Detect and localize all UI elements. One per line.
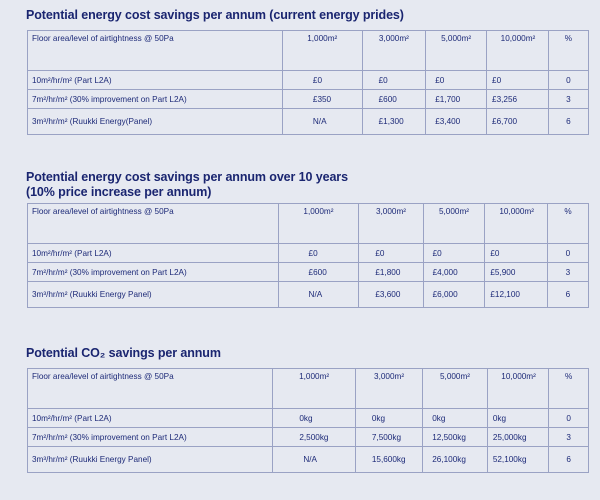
header-3000: 3,000m² <box>354 368 424 409</box>
table-cell: £1,300 <box>361 108 427 135</box>
table-cell: £12,100 <box>484 281 548 308</box>
table-row: 3m³/hr/m² (Ruukki Energy Panel) N/A 15,6… <box>26 446 589 473</box>
table-cell: 6 <box>548 446 589 473</box>
table-row: 3m³/hr/m² (Ruukki Energy(Panel) N/A £1,3… <box>27 108 590 135</box>
savings-table: Floor area/level of airtightness @ 50Pa … <box>26 368 589 473</box>
header-floor-area: Floor area/level of airtightness @ 50Pa <box>27 203 279 244</box>
table-cell: £1,800 <box>358 262 424 282</box>
table-cell: £6,000 <box>422 281 486 308</box>
row-label: 10m²/hr/m² (Part L2A) <box>27 70 283 90</box>
row-label: 7m²/hr/m² (30% improvement on Part L2A) <box>27 89 283 109</box>
table-cell: £0 <box>486 70 549 90</box>
table-header-row: Floor area/level of airtightness @ 50Pa … <box>27 203 590 244</box>
row-label: 10m²/hr/m² (Part L2A) <box>26 408 274 428</box>
row-label: 3m³/hr/m² (Ruukki Energy(Panel) <box>27 108 283 135</box>
table-cell: 0 <box>548 408 589 428</box>
table-row: 10m²/hr/m² (Part L2A) £0 £0 £0 £0 0 <box>27 70 590 90</box>
header-10000: 10,000m² <box>486 30 549 71</box>
table-cell: £0 <box>484 243 548 263</box>
row-label: 3m³/hr/m² (Ruukki Energy Panel) <box>27 281 279 308</box>
table-cell: 2,500kg <box>272 427 356 447</box>
table-cell: N/A <box>272 446 356 473</box>
table-cell: 0 <box>546 243 590 263</box>
table-cell: £3,400 <box>425 108 488 135</box>
table-header-row: Floor area/level of airtightness @ 50Pa … <box>27 30 590 71</box>
header-3000: 3,000m² <box>361 30 427 71</box>
table-cell: £1,700 <box>425 89 488 109</box>
section-subtitle: (10% price increase per annum) <box>26 185 212 199</box>
header-floor-area: Floor area/level of airtightness @ 50Pa <box>26 368 274 409</box>
section-title: Potential energy cost savings per annum … <box>26 170 590 200</box>
table-row: 7m²/hr/m² (30% improvement on Part L2A) … <box>27 89 590 109</box>
table-cell: 15,600kg <box>354 446 424 473</box>
table-cell: 3 <box>547 89 590 109</box>
table-cell: £600 <box>277 262 360 282</box>
table-cell: 0 <box>547 70 590 90</box>
table-cell: N/A <box>277 281 360 308</box>
header-5000: 5,000m² <box>422 368 488 409</box>
header-10000: 10,000m² <box>486 368 550 409</box>
table-cell: 0kg <box>486 408 550 428</box>
header-percent: % <box>547 30 590 71</box>
table-row: 7m²/hr/m² (30% improvement on Part L2A) … <box>26 427 589 447</box>
table-row: 3m³/hr/m² (Ruukki Energy Panel) N/A £3,6… <box>27 281 590 308</box>
table-cell: 6 <box>547 108 590 135</box>
header-1000: 1,000m² <box>272 368 356 409</box>
row-label: 10m²/hr/m² (Part L2A) <box>27 243 279 263</box>
table-cell: £3,256 <box>486 89 549 109</box>
savings-table: Floor area/level of airtightness @ 50Pa … <box>27 30 590 135</box>
header-percent: % <box>548 368 589 409</box>
row-label: 7m²/hr/m² (30% improvement on Part L2A) <box>26 427 274 447</box>
header-floor-area: Floor area/level of airtightness @ 50Pa <box>27 30 283 71</box>
table-cell: £0 <box>361 70 427 90</box>
header-1000: 1,000m² <box>277 203 360 244</box>
table-cell: £0 <box>422 243 486 263</box>
table-header-row: Floor area/level of airtightness @ 50Pa … <box>26 368 589 409</box>
header-percent: % <box>546 203 590 244</box>
table-cell: 52,100kg <box>486 446 550 473</box>
table-cell: N/A <box>281 108 363 135</box>
savings-table: Floor area/level of airtightness @ 50Pa … <box>27 203 590 308</box>
section-co2-savings: Potential CO₂ savings per annum Floor ar… <box>26 346 590 473</box>
table-cell: £6,700 <box>486 108 549 135</box>
table-cell: 7,500kg <box>354 427 424 447</box>
table-cell: £0 <box>281 70 363 90</box>
header-5000: 5,000m² <box>425 30 488 71</box>
table-cell: £0 <box>425 70 488 90</box>
header-10000: 10,000m² <box>484 203 548 244</box>
table-row: 7m²/hr/m² (30% improvement on Part L2A) … <box>27 262 590 282</box>
table-row: 10m²/hr/m² (Part L2A) £0 £0 £0 £0 0 <box>27 243 590 263</box>
table-cell: £3,600 <box>358 281 424 308</box>
table-row: 10m²/hr/m² (Part L2A) 0kg 0kg 0kg 0kg 0 <box>26 408 589 428</box>
row-label: 7m²/hr/m² (30% improvement on Part L2A) <box>27 262 279 282</box>
table-cell: 0kg <box>422 408 488 428</box>
section-title: Potential energy cost savings per annum … <box>26 8 404 22</box>
row-label: 3m³/hr/m² (Ruukki Energy Panel) <box>26 446 274 473</box>
section-annual-cost-savings: Potential energy cost savings per annum … <box>26 8 590 135</box>
header-5000: 5,000m² <box>422 203 486 244</box>
table-cell: 0kg <box>272 408 356 428</box>
table-cell: £4,000 <box>422 262 486 282</box>
header-3000: 3,000m² <box>358 203 424 244</box>
table-cell: 6 <box>546 281 590 308</box>
table-cell: 26,100kg <box>422 446 488 473</box>
table-cell: £0 <box>277 243 360 263</box>
table-cell: £0 <box>358 243 424 263</box>
table-cell: 25,000kg <box>486 427 550 447</box>
section-ten-year-cost-savings: Potential energy cost savings per annum … <box>26 170 590 308</box>
section-title: Potential CO₂ savings per annum <box>26 346 221 360</box>
table-cell: £600 <box>361 89 427 109</box>
table-cell: 0kg <box>354 408 424 428</box>
section-title-line: Potential energy cost savings per annum … <box>26 170 348 184</box>
table-cell: 3 <box>546 262 590 282</box>
table-cell: 3 <box>548 427 589 447</box>
table-cell: 12,500kg <box>422 427 488 447</box>
header-1000: 1,000m² <box>281 30 363 71</box>
table-cell: £350 <box>281 89 363 109</box>
table-cell: £5,900 <box>484 262 548 282</box>
